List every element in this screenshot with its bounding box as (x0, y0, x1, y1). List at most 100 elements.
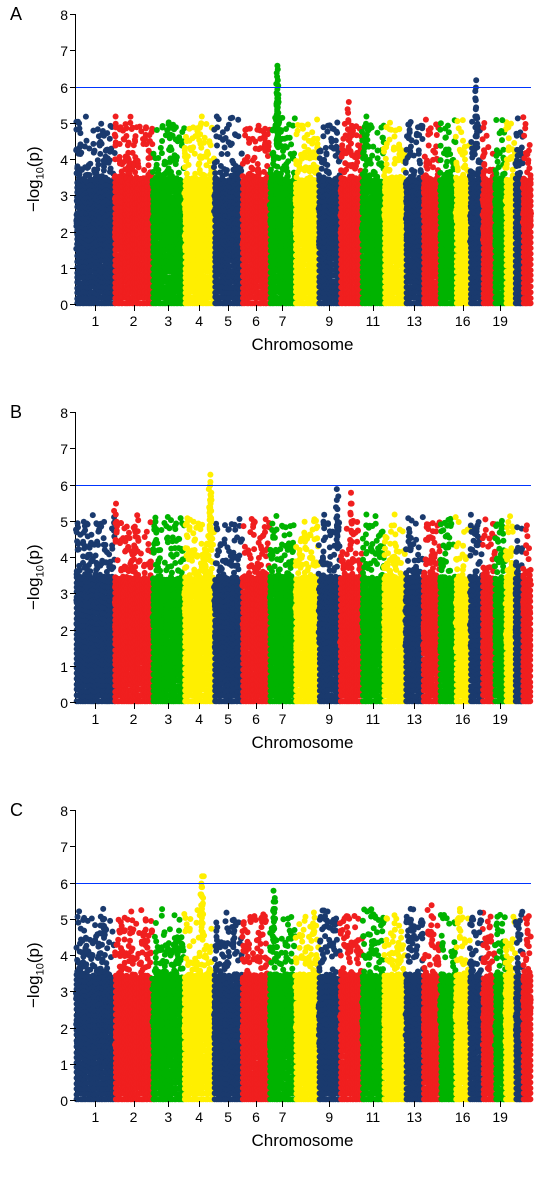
plot-area: 0123456781234567911131619 (75, 15, 531, 306)
y-tick-label: 4 (60, 948, 68, 964)
x-tick-label: 13 (406, 313, 422, 329)
x-tick (329, 1101, 330, 1107)
y-tick (70, 87, 76, 88)
y-tick-label: 6 (60, 80, 68, 96)
plot-area: 0123456781234567911131619 (75, 413, 531, 704)
y-tick (70, 304, 76, 305)
x-tick-label: 16 (455, 313, 471, 329)
x-tick-label: 1 (92, 1109, 100, 1125)
x-tick (199, 703, 200, 709)
ylabel-prefix: −log (24, 976, 43, 1009)
x-tick (256, 305, 257, 311)
x-axis-label: Chromosome (75, 335, 530, 355)
x-tick (373, 305, 374, 311)
y-tick-label: 1 (60, 659, 68, 675)
y-tick-label: 3 (60, 984, 68, 1000)
y-tick-label: 5 (60, 912, 68, 928)
y-tick (70, 919, 76, 920)
x-tick-label: 7 (279, 313, 287, 329)
x-axis-label: Chromosome (75, 733, 530, 753)
ylabel-sub: 10 (34, 167, 46, 179)
x-tick (500, 1101, 501, 1107)
y-tick (70, 991, 76, 992)
manhattan-figure: A0123456781234567911131619−log10(p)Chrom… (0, 0, 560, 1192)
y-tick-label: 8 (60, 7, 68, 23)
manhattan-points (76, 15, 531, 305)
x-tick-label: 19 (492, 1109, 508, 1125)
x-tick-label: 9 (325, 1109, 333, 1125)
y-tick (70, 883, 76, 884)
y-tick (70, 955, 76, 956)
ylabel-suffix: (p) (24, 545, 43, 566)
x-tick (168, 305, 169, 311)
y-tick-label: 6 (60, 478, 68, 494)
y-tick-label: 2 (60, 623, 68, 639)
y-tick-label: 1 (60, 1057, 68, 1073)
ylabel-sub: 10 (34, 963, 46, 975)
ylabel-prefix: −log (24, 180, 43, 213)
y-axis-label: −log10(p) (24, 147, 46, 213)
x-tick (329, 703, 330, 709)
y-tick (70, 232, 76, 233)
x-tick (228, 703, 229, 709)
y-tick (70, 123, 76, 124)
x-tick (282, 1101, 283, 1107)
x-tick-label: 16 (455, 711, 471, 727)
y-tick-label: 8 (60, 803, 68, 819)
x-tick (373, 1101, 374, 1107)
x-tick-label: 4 (195, 711, 203, 727)
y-tick (70, 195, 76, 196)
x-tick-label: 11 (366, 313, 381, 329)
panel-B: B0123456781234567911131619−log10(p)Chrom… (0, 398, 560, 778)
x-tick (373, 703, 374, 709)
y-tick-label: 5 (60, 116, 68, 132)
x-tick-label: 19 (492, 711, 508, 727)
x-tick (95, 703, 96, 709)
y-tick (70, 448, 76, 449)
y-tick (70, 593, 76, 594)
y-tick-label: 3 (60, 188, 68, 204)
x-tick-label: 13 (406, 711, 422, 727)
plot-area: 0123456781234567911131619 (75, 811, 531, 1102)
panel-label: C (10, 800, 23, 821)
y-tick (70, 485, 76, 486)
x-tick (256, 703, 257, 709)
y-tick (70, 521, 76, 522)
x-tick (199, 1101, 200, 1107)
y-tick-label: 1 (60, 261, 68, 277)
x-tick-label: 3 (164, 1109, 172, 1125)
x-tick (134, 1101, 135, 1107)
x-tick-label: 5 (224, 711, 232, 727)
y-tick (70, 159, 76, 160)
y-tick-label: 7 (60, 43, 68, 59)
x-tick-label: 1 (92, 313, 100, 329)
x-tick (199, 305, 200, 311)
y-axis-label: −log10(p) (24, 943, 46, 1009)
x-tick (282, 703, 283, 709)
manhattan-points (76, 413, 531, 703)
x-tick (500, 703, 501, 709)
x-tick-label: 4 (195, 313, 203, 329)
panel-label: A (10, 4, 22, 25)
y-tick (70, 810, 76, 811)
x-tick-label: 7 (279, 1109, 287, 1125)
x-tick-label: 3 (164, 313, 172, 329)
x-tick (134, 305, 135, 311)
ylabel-prefix: −log (24, 578, 43, 611)
x-tick-label: 5 (224, 1109, 232, 1125)
y-tick (70, 630, 76, 631)
x-tick-label: 2 (130, 313, 138, 329)
x-tick (500, 305, 501, 311)
x-tick (329, 305, 330, 311)
panel-A: A 0123456781234567911131619 −log10(p) Chrom… (0, 0, 560, 380)
y-tick-label: 0 (60, 297, 68, 313)
x-tick-label: 11 (366, 1109, 381, 1125)
y-tick (70, 50, 76, 51)
y-tick (70, 702, 76, 703)
y-axis-label: −log10(p) (24, 545, 46, 611)
y-tick-label: 4 (60, 152, 68, 168)
x-tick (168, 703, 169, 709)
x-tick-label: 9 (325, 711, 333, 727)
y-tick-label: 3 (60, 586, 68, 602)
y-tick (70, 1100, 76, 1101)
